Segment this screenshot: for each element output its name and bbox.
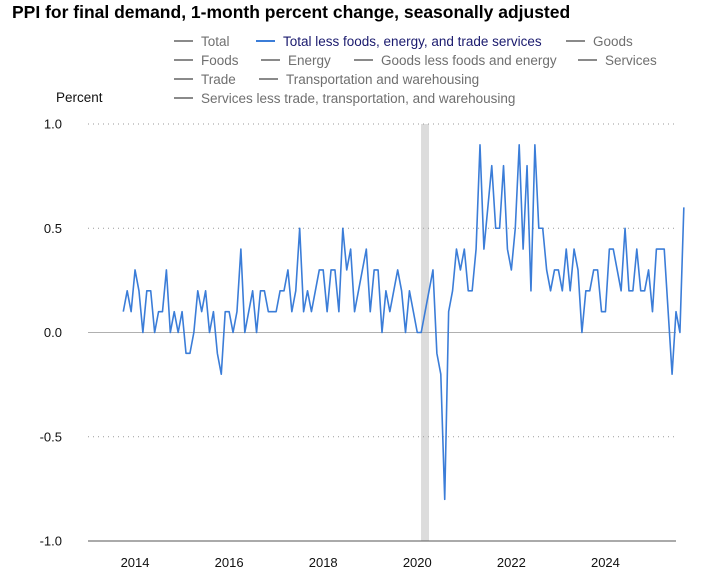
x-tick-label: 2022 <box>497 555 526 570</box>
x-tick-label: 2014 <box>121 555 150 570</box>
y-tick-label: 0.0 <box>44 325 62 340</box>
y-tick-label: 1.0 <box>44 117 62 132</box>
x-tick-label: 2020 <box>403 555 432 570</box>
chart-title: PPI for final demand, 1-month percent ch… <box>12 2 571 22</box>
legend-label: Energy <box>288 52 331 68</box>
legend-swatch <box>566 40 585 42</box>
legend-label: Transportation and warehousing <box>286 71 480 87</box>
legend-label: Total <box>201 33 230 49</box>
legend-item-total-less-foods-energy-trade[interactable]: Total less foods, energy, and trade serv… <box>256 32 542 50</box>
y-tick-label: 0.5 <box>44 221 62 236</box>
series-line <box>122 144 685 501</box>
legend-item-goods[interactable]: Goods <box>566 32 633 50</box>
legend-label: Goods <box>593 33 633 49</box>
y-tick-label: -1.0 <box>40 534 62 549</box>
legend-swatch <box>174 59 193 61</box>
legend-swatch <box>259 78 278 80</box>
legend-swatch <box>354 59 373 61</box>
legend-label: Total less foods, energy, and trade serv… <box>283 33 542 49</box>
legend-swatch <box>256 40 275 42</box>
legend-item-energy[interactable]: Energy <box>261 51 331 69</box>
legend-swatch <box>174 97 193 99</box>
legend-label: Services less trade, transportation, and… <box>201 90 516 106</box>
legend-label: Trade <box>201 71 236 87</box>
x-tick-label: 2018 <box>309 555 338 570</box>
legend-label: Services <box>605 52 657 68</box>
legend-item-transportation-warehousing[interactable]: Transportation and warehousing <box>259 70 479 88</box>
legend-item-goods-less-foods-energy[interactable]: Goods less foods and energy <box>354 51 557 69</box>
legend-item-trade[interactable]: Trade <box>174 70 236 88</box>
legend-item-services-less-trade-transport-warehousing[interactable]: Services less trade, transportation, and… <box>174 89 515 107</box>
legend-swatch <box>261 59 280 61</box>
legend-item-services[interactable]: Services <box>578 51 657 69</box>
legend-item-total[interactable]: Total <box>174 32 230 50</box>
legend-swatch <box>174 78 193 80</box>
y-tick-label: -0.5 <box>40 429 62 444</box>
legend-swatch <box>174 40 193 42</box>
legend-item-foods[interactable]: Foods <box>174 51 239 69</box>
y-axis-unit-label: Percent <box>56 90 103 105</box>
legend-swatch <box>578 59 597 61</box>
x-tick-label: 2024 <box>591 555 620 570</box>
legend-label: Goods less foods and energy <box>381 52 557 68</box>
legend-label: Foods <box>201 52 239 68</box>
x-tick-label: 2016 <box>215 555 244 570</box>
